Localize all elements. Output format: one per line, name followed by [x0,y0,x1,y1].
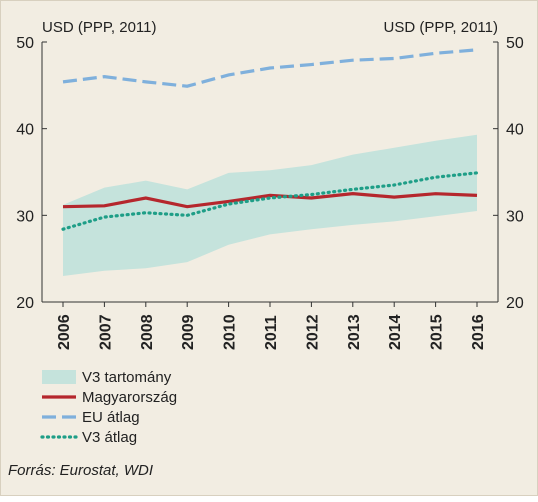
x-tick-label: 2013 [346,314,363,350]
right-y-tick-label: 30 [506,208,524,225]
x-tick-label: 2008 [139,314,156,350]
left-unit-label: USD (PPP, 2011) [42,19,157,36]
legend-label: V3 tartomány [82,369,172,386]
series-line-v3-átlag [61,171,479,231]
left-y-tick-label: 40 [16,122,34,139]
left-y-tick-label: 50 [16,35,34,52]
right-unit-label: USD (PPP, 2011) [384,19,499,36]
right-y-tick-label: 50 [506,35,524,52]
legend-label: EU átlag [82,409,140,426]
x-tick-label: 2014 [387,314,404,350]
source-note: Forrás: Eurostat, WDI [8,462,154,479]
legend-label: V3 átlag [82,429,137,446]
x-tick-label: 2006 [56,314,73,350]
x-tick-label: 2009 [180,314,197,350]
series-line-eu-átlag [62,48,478,88]
series-line-magyarország [62,192,478,209]
x-tick-label: 2007 [97,314,114,350]
x-tick-label: 2011 [263,315,280,350]
x-tick-label: 2015 [429,314,446,350]
legend-swatch-band [42,370,76,384]
right-y-tick-label: 40 [506,122,524,139]
legend-label: Magyarország [82,389,177,406]
x-tick-label: 2010 [222,314,239,350]
left-y-tick-label: 20 [16,295,34,312]
right-y-tick-label: 20 [506,295,524,312]
x-tick-label: 2012 [304,314,321,350]
left-y-tick-label: 30 [16,208,34,225]
x-tick-label: 2016 [470,314,487,350]
v3-range-band [63,134,477,276]
